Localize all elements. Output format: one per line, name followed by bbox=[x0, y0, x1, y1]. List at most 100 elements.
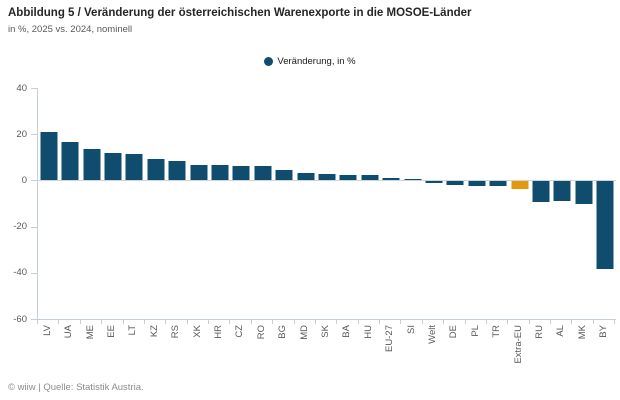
x-axis-tick bbox=[336, 320, 357, 324]
x-axis-label: RU bbox=[534, 325, 546, 339]
x-axis-label: ME bbox=[84, 325, 96, 340]
bar-SK bbox=[318, 174, 336, 181]
bar-slot bbox=[488, 88, 509, 319]
bar-slot bbox=[423, 88, 444, 319]
x-axis-tick bbox=[550, 320, 571, 324]
x-axis-label: UA bbox=[63, 325, 75, 339]
bar-DE bbox=[446, 181, 464, 186]
bar-ME bbox=[83, 148, 101, 181]
bar-slot bbox=[124, 88, 145, 319]
x-axis-tick bbox=[400, 320, 421, 324]
bar-MD bbox=[297, 172, 315, 181]
x-axis-label: TR bbox=[491, 325, 503, 338]
x-axis-label: MK bbox=[576, 325, 588, 340]
x-axis-label: RO bbox=[255, 325, 267, 340]
bar-slot bbox=[573, 88, 594, 319]
bar-KZ bbox=[147, 159, 165, 181]
x-axis-label: EE bbox=[105, 325, 117, 338]
y-axis-tick bbox=[31, 88, 37, 89]
bar-slot bbox=[252, 88, 273, 319]
bar-slot bbox=[530, 88, 551, 319]
bar-slot bbox=[402, 88, 423, 319]
bar-slot bbox=[145, 88, 166, 319]
x-axis-tick bbox=[379, 320, 400, 324]
bar-BG bbox=[275, 169, 293, 181]
x-axis-labels: LV UA ME EE LT KZ RS XK HR CZ RO BG MD SK BA HU EU-27 SI W… bbox=[37, 325, 615, 383]
x-axis-label: XK bbox=[191, 325, 203, 338]
bar-RS bbox=[168, 161, 186, 181]
bar-slot bbox=[316, 88, 337, 319]
x-axis-label: PL bbox=[469, 325, 481, 337]
y-axis-tick bbox=[31, 226, 37, 228]
legend-label: Veränderung, in % bbox=[277, 56, 356, 67]
x-axis-label: CZ bbox=[234, 325, 246, 338]
bar-slot bbox=[381, 88, 402, 319]
x-axis-tick bbox=[485, 320, 507, 324]
source-note: © wiiw | Quelle: Statistik Austria. bbox=[8, 382, 144, 393]
bar-HU bbox=[361, 174, 379, 181]
bar-slot bbox=[166, 88, 187, 319]
x-axis-tick bbox=[421, 320, 443, 324]
x-axis-tick bbox=[464, 320, 486, 324]
y-axis-label: 40 bbox=[16, 82, 27, 94]
bar-slot bbox=[359, 88, 380, 319]
bar-Extra-EU bbox=[511, 181, 529, 189]
x-axis-tick bbox=[443, 320, 464, 324]
x-axis-label: DE bbox=[448, 325, 460, 339]
x-axis-tick bbox=[37, 320, 58, 324]
x-axis-label: HR bbox=[212, 325, 224, 339]
bar-RO bbox=[254, 165, 272, 181]
x-axis-tick bbox=[165, 320, 186, 324]
y-axis-label: 0 bbox=[21, 174, 27, 186]
y-axis-tick bbox=[31, 272, 37, 274]
zero-baseline bbox=[38, 180, 616, 181]
y-axis-label: 20 bbox=[16, 128, 27, 140]
x-axis-label: HU bbox=[362, 325, 374, 339]
bar-HR bbox=[211, 165, 229, 181]
x-axis-tick bbox=[250, 320, 272, 324]
y-axis-label: -40 bbox=[13, 267, 27, 279]
bar-EU-27 bbox=[382, 178, 400, 181]
x-axis-label: KZ bbox=[148, 325, 160, 338]
bar-slot bbox=[338, 88, 359, 319]
y-axis-tick bbox=[31, 319, 37, 320]
x-axis-label: SK bbox=[319, 325, 331, 338]
x-axis-label: MD bbox=[298, 325, 310, 340]
bar-Welt bbox=[425, 181, 443, 183]
bar-CZ bbox=[232, 165, 250, 181]
x-axis-label: Extra-EU bbox=[512, 325, 524, 364]
bar-AL bbox=[553, 181, 571, 202]
bar-XK bbox=[190, 165, 208, 181]
bar-slot bbox=[273, 88, 294, 319]
bar-slot bbox=[102, 88, 123, 319]
x-axis-tick bbox=[507, 320, 528, 324]
bar-LT bbox=[125, 153, 143, 181]
x-axis-tick bbox=[314, 320, 336, 324]
bar-slot bbox=[209, 88, 230, 319]
bar-PL bbox=[468, 181, 486, 186]
x-axis-label: BA bbox=[341, 325, 353, 338]
x-axis-tick bbox=[79, 320, 101, 324]
y-axis-tick bbox=[31, 134, 37, 136]
x-axis-ticks bbox=[37, 320, 616, 324]
x-axis-tick bbox=[571, 320, 592, 324]
bar-slot bbox=[59, 88, 80, 319]
x-axis-tick bbox=[186, 320, 208, 324]
bar-slot bbox=[595, 88, 616, 319]
bar-slot bbox=[552, 88, 573, 319]
bar-UA bbox=[61, 142, 79, 181]
x-axis-tick bbox=[293, 320, 315, 324]
bar-slot bbox=[38, 88, 59, 319]
x-axis-label: BG bbox=[277, 325, 289, 339]
bar-TR bbox=[489, 181, 507, 186]
x-axis-label: LV bbox=[41, 325, 53, 336]
bar-BA bbox=[339, 174, 357, 181]
legend-marker-icon bbox=[264, 57, 274, 66]
x-axis-tick bbox=[272, 320, 293, 324]
x-axis-tick bbox=[58, 320, 79, 324]
x-axis-tick bbox=[528, 320, 550, 324]
y-axis-label: -20 bbox=[13, 221, 27, 233]
bar-SI bbox=[404, 179, 422, 181]
